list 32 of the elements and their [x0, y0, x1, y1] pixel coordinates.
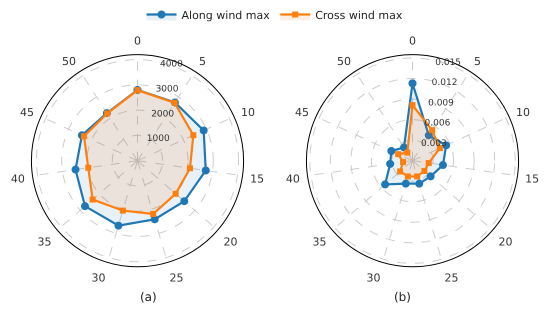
spoke-label: 10	[241, 106, 255, 119]
spoke-label: 25	[170, 271, 184, 284]
spoke-label: 40	[286, 172, 300, 186]
spoke-label: 5	[474, 55, 482, 68]
spoke-label: 20	[498, 235, 512, 248]
text: (a)	[140, 290, 157, 304]
legend-label: Cross wind max	[315, 8, 403, 22]
y-tick-label: 2000	[151, 109, 174, 120]
legend-label: Along wind max	[182, 8, 270, 22]
spoke-label: 50	[336, 55, 351, 68]
spoke-label: 25	[444, 271, 459, 284]
spoke-label: 10	[516, 106, 530, 119]
spoke-label: 15	[250, 172, 264, 186]
y-tick-label: 4000	[160, 60, 184, 70]
spoke-label: 40	[10, 172, 25, 186]
spoke-label: 35	[38, 235, 52, 248]
y-tick-label: 0.009	[428, 98, 454, 108]
spoke-label: 30	[91, 271, 106, 284]
spoke-label: 15	[525, 172, 540, 186]
spoke-label: 30	[366, 271, 380, 284]
spoke-label: 35	[312, 235, 327, 248]
spoke-label: 5	[199, 55, 206, 68]
spoke-label: 20	[223, 235, 238, 248]
spoke-label: 45	[295, 106, 309, 119]
spoke-label: 0	[134, 34, 141, 48]
spoke-label: 50	[62, 55, 76, 68]
y-tick-label: 1000	[146, 134, 170, 144]
spoke-label: 0	[409, 34, 416, 48]
spoke-label: 45	[20, 106, 34, 119]
y-tick-label: 0.012	[432, 78, 458, 88]
y-tick-label: 3000	[156, 84, 179, 94]
text: (b)	[394, 290, 411, 304]
